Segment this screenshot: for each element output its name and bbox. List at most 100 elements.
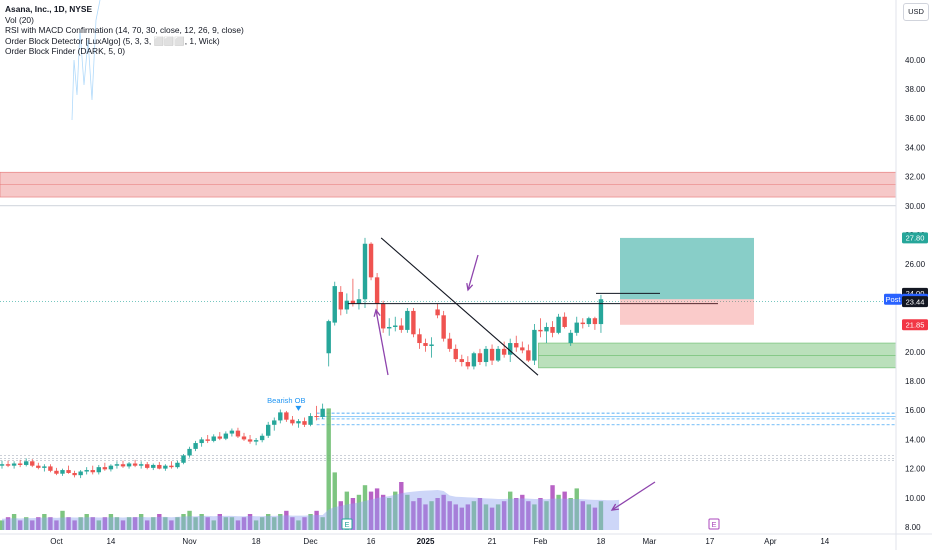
candle[interactable] [586, 316, 592, 327]
candle-body[interactable] [187, 448, 192, 456]
trend-line[interactable] [380, 237, 539, 376]
candle[interactable] [344, 293, 350, 314]
candle-body[interactable] [326, 321, 331, 354]
candle[interactable] [266, 421, 271, 438]
candles-layer[interactable] [0, 237, 604, 479]
candle-body[interactable] [30, 461, 35, 466]
price-tag[interactable]: 27.80 [902, 232, 928, 244]
candle[interactable] [78, 470, 83, 479]
candle[interactable] [0, 460, 5, 469]
candle-body[interactable] [138, 464, 144, 466]
candle-body[interactable] [471, 353, 477, 367]
candle-body[interactable] [532, 329, 537, 361]
candle[interactable] [138, 461, 144, 469]
candle[interactable] [5, 460, 11, 468]
price-tag[interactable]: 21.85 [902, 319, 928, 331]
candle-body[interactable] [175, 462, 180, 468]
candle[interactable] [235, 427, 241, 438]
candle[interactable] [24, 458, 29, 467]
candle-body[interactable] [501, 348, 507, 355]
candle[interactable] [187, 446, 192, 458]
candle[interactable] [393, 316, 398, 332]
candle[interactable] [326, 319, 331, 367]
legend-rsi-macd[interactable]: RSI with MACD Confirmation (14, 70, 30, … [5, 25, 244, 36]
candle[interactable] [368, 242, 374, 281]
candle[interactable] [520, 341, 525, 354]
candle[interactable] [199, 437, 204, 447]
candle[interactable] [441, 310, 446, 342]
candle-body[interactable] [84, 470, 89, 472]
candle-body[interactable] [368, 243, 374, 278]
candle-body[interactable] [193, 443, 198, 449]
annotation-arrow-volume[interactable] [611, 481, 656, 511]
candle-body[interactable] [199, 439, 204, 444]
candle[interactable] [423, 338, 428, 352]
candle[interactable] [495, 345, 501, 363]
candle-body[interactable] [483, 348, 489, 363]
candle-body[interactable] [211, 436, 216, 441]
candle-body[interactable] [132, 463, 138, 466]
candle-body[interactable] [447, 338, 452, 349]
candle[interactable] [290, 416, 295, 426]
drawings-layer[interactable]: Bearish OB E E [267, 237, 754, 530]
candle[interactable] [598, 294, 604, 333]
candle-body[interactable] [459, 359, 464, 363]
candle[interactable] [217, 432, 222, 441]
candle[interactable] [501, 341, 507, 358]
candle[interactable] [175, 460, 180, 469]
candle-body[interactable] [580, 322, 585, 325]
candle-body[interactable] [556, 316, 561, 333]
candle-body[interactable] [169, 465, 174, 468]
candle-body[interactable] [36, 465, 41, 468]
candle-body[interactable] [78, 471, 83, 476]
candle[interactable] [151, 463, 156, 471]
candle-body[interactable] [108, 465, 114, 470]
candle-body[interactable] [284, 412, 289, 420]
candle-body[interactable] [380, 303, 386, 329]
candle-body[interactable] [17, 463, 23, 465]
candle[interactable] [17, 459, 23, 468]
candle-body[interactable] [508, 343, 513, 355]
candle-body[interactable] [423, 343, 428, 346]
candle-body[interactable] [54, 470, 59, 474]
candle-body[interactable] [314, 416, 319, 418]
candle[interactable] [42, 464, 47, 472]
candle[interactable] [54, 467, 59, 476]
candle-body[interactable] [259, 435, 265, 441]
candle[interactable] [169, 461, 174, 469]
candle-body[interactable] [120, 464, 126, 467]
candle-body[interactable] [48, 466, 53, 471]
candle[interactable] [84, 467, 89, 475]
candle[interactable] [356, 289, 362, 310]
candle-body[interactable] [356, 299, 362, 304]
candle-body[interactable] [205, 439, 210, 441]
candle[interactable] [556, 313, 561, 335]
currency-button[interactable]: USD [903, 3, 929, 21]
candle[interactable] [592, 316, 598, 330]
candle[interactable] [30, 459, 35, 468]
candle-body[interactable] [163, 465, 168, 469]
candle-body[interactable] [441, 315, 446, 339]
position-profit-zone[interactable] [620, 237, 754, 300]
legend-order-block-finder[interactable]: Order Block Finder (DARK, 5, 0) [5, 46, 126, 57]
candle-body[interactable] [278, 412, 283, 421]
candle[interactable] [296, 418, 301, 428]
candle[interactable] [338, 286, 343, 316]
candle-body[interactable] [241, 436, 247, 440]
candle-body[interactable] [266, 424, 271, 436]
candle-body[interactable] [574, 322, 579, 333]
candle-body[interactable] [223, 433, 229, 439]
candle[interactable] [411, 308, 416, 338]
candle-body[interactable] [374, 277, 380, 304]
candle-body[interactable] [350, 300, 356, 304]
candle-body[interactable] [332, 286, 337, 323]
candle-body[interactable] [290, 419, 295, 424]
candle[interactable] [36, 462, 41, 470]
candle[interactable] [132, 459, 138, 468]
candle-body[interactable] [151, 464, 156, 468]
post-market-tag[interactable]: Post [884, 293, 902, 305]
candle[interactable] [145, 462, 150, 470]
candle[interactable] [72, 470, 77, 478]
candle[interactable] [532, 324, 537, 365]
candle-body[interactable] [217, 436, 222, 439]
